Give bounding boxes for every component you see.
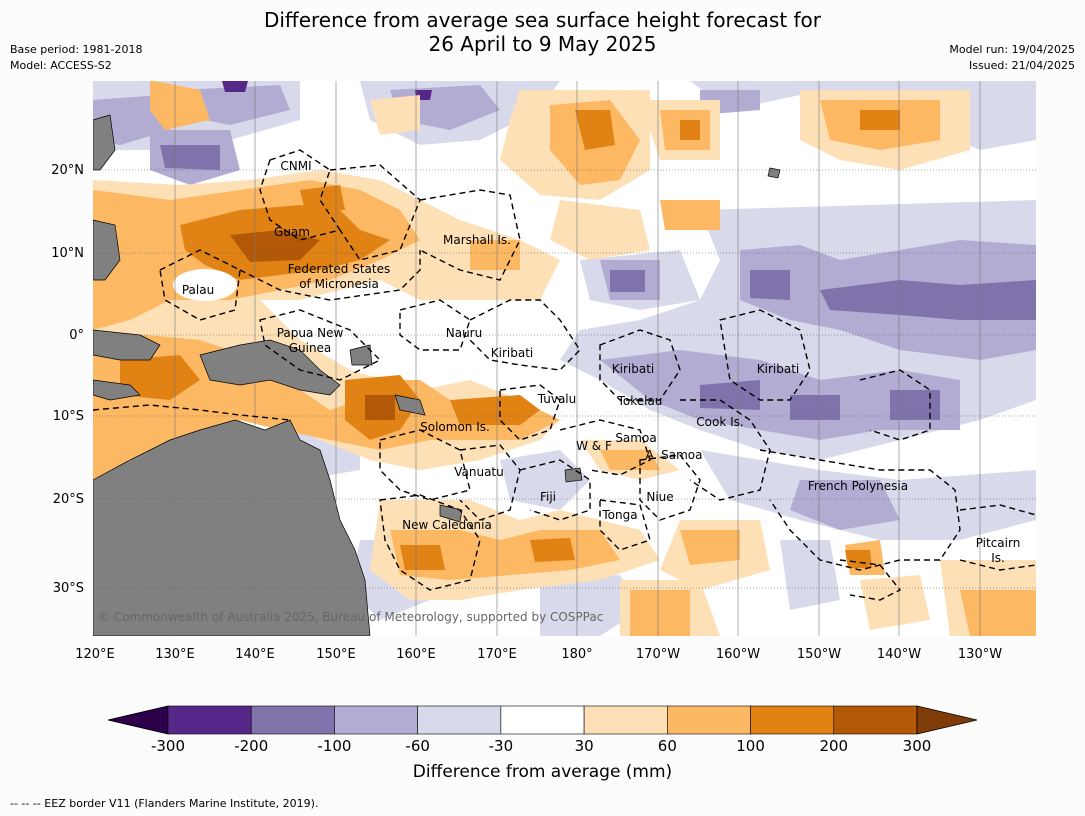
lon-label: 130°E: [155, 647, 195, 662]
label-asamoa: A. Samoa: [646, 448, 703, 462]
label-kiribati-central: Kiribati: [612, 362, 654, 376]
colorbar-segment: [500, 705, 585, 735]
map-title: Difference from average sea surface heig…: [0, 8, 1085, 56]
label-tonga: Tonga: [601, 508, 637, 522]
colorbar-tick-label: 300: [902, 737, 932, 755]
colorbar-segment: [667, 705, 751, 735]
lon-label: 170°W: [636, 647, 680, 662]
colorbar-extension-low: [107, 705, 169, 735]
label-new-caledonia: New Caledonia: [402, 518, 492, 532]
label-cnmi: CNMI: [280, 159, 311, 173]
label-vanuatu: Vanuatu: [454, 465, 504, 479]
label-palau: Palau: [182, 283, 214, 297]
label-french-polynesia: French Polynesia: [808, 479, 908, 493]
land-masses: [93, 114, 781, 636]
colorbar-extension-high: [916, 705, 978, 735]
colorbar-tick-label: 100: [736, 737, 765, 755]
latitude-labels: 20°N 10°N 0° 10°S 20°S 30°S: [51, 163, 84, 596]
colorbar-tick-label: -30: [488, 737, 514, 755]
label-kiribati-west: Kiribati: [491, 346, 533, 360]
colorbar-tick-label: 60: [657, 737, 677, 755]
lat-label: 0°: [69, 328, 84, 343]
label-niue: Niue: [646, 490, 673, 504]
colorbar-tick-label: -100: [317, 737, 352, 755]
colorbar-tick-label: -60: [405, 737, 430, 755]
label-solomon: Solomon Is.: [420, 420, 490, 434]
eez-footnote: -- -- -- EEZ border V11 (Flanders Marine…: [10, 797, 319, 810]
copyright-notice: © Commonwealth of Australia 2025, Bureau…: [98, 610, 603, 624]
colorbar-tick-label: -300: [150, 737, 186, 755]
colorbar-segment: [833, 705, 918, 735]
lon-label: 150°E: [316, 647, 356, 662]
label-pitcairn-1: Pitcairn: [976, 536, 1021, 550]
base-period: Base period: 1981-2018: [10, 43, 143, 56]
colorbar-tick-label: 200: [819, 737, 849, 755]
lat-label: 30°S: [53, 581, 84, 596]
colorbar-tick-label: -200: [234, 737, 269, 755]
label-fiji: Fiji: [540, 490, 556, 504]
model-run: Model run: 19/04/2025: [949, 43, 1075, 56]
label-fsm-2: of Micronesia: [299, 277, 379, 291]
label-wf: W & F: [576, 439, 612, 453]
lat-label: 20°N: [51, 163, 84, 178]
meta-right: Model run: 19/04/2025 Issued: 21/04/2025: [949, 42, 1075, 74]
lat-label: 10°S: [53, 409, 84, 424]
colorbar-segment: [583, 705, 668, 735]
label-pitcairn-2: Is.: [991, 551, 1005, 565]
label-tokelau: Tokelau: [617, 394, 663, 408]
lon-label: 140°E: [235, 647, 275, 662]
colorbar-segment: [167, 705, 252, 735]
place-labels: CNMI Guam Marshall Is. Federated States …: [182, 159, 1020, 565]
label-samoa: Samoa: [615, 431, 656, 445]
longitude-labels: 120°E 130°E 140°E 150°E 160°E 170°E 180°…: [75, 647, 1002, 662]
lat-label: 20°S: [53, 492, 84, 507]
lon-label: 120°E: [75, 647, 115, 662]
label-cook: Cook Is.: [696, 415, 743, 429]
label-guam: Guam: [274, 225, 310, 239]
colorbar: [107, 705, 978, 735]
lat-label: 10°N: [51, 246, 84, 261]
label-png-1: Papua New: [277, 326, 344, 340]
lon-label: 150°W: [797, 647, 841, 662]
eez-borders: [93, 149, 1036, 601]
label-marshall: Marshall Is.: [443, 233, 511, 247]
sea-height-anomaly-shading: [93, 81, 1036, 636]
lon-label: 180°: [561, 647, 592, 662]
label-fsm-1: Federated States: [288, 262, 390, 276]
lon-label: 140°W: [877, 647, 921, 662]
model-name: Model: ACCESS-S2: [10, 59, 112, 72]
lon-label: 170°E: [477, 647, 517, 662]
colorbar-segment: [250, 705, 335, 735]
graticule: [93, 169, 1036, 589]
label-tuvalu: Tuvalu: [537, 392, 577, 406]
issued-date: Issued: 21/04/2025: [968, 59, 1075, 72]
colorbar-title: Difference from average (mm): [412, 762, 673, 782]
colorbar-segment: [750, 705, 835, 735]
meta-left: Base period: 1981-2018 Model: ACCESS-S2: [10, 42, 142, 74]
label-nauru: Nauru: [446, 326, 482, 340]
colorbar-segment: [417, 705, 502, 735]
label-png-2: Guinea: [289, 341, 332, 355]
lon-label: 130°W: [958, 647, 1002, 662]
colorbar-segment: [334, 705, 418, 735]
lon-label: 160°W: [716, 647, 760, 662]
lon-label: 160°E: [396, 647, 436, 662]
title-line-1: Difference from average sea surface heig…: [263, 8, 822, 32]
label-kiribati-east: Kiribati: [757, 362, 799, 376]
meridians: [174, 81, 981, 636]
title-line-2: 26 April to 9 May 2025: [428, 32, 657, 56]
colorbar-tick-label: 30: [574, 737, 594, 755]
